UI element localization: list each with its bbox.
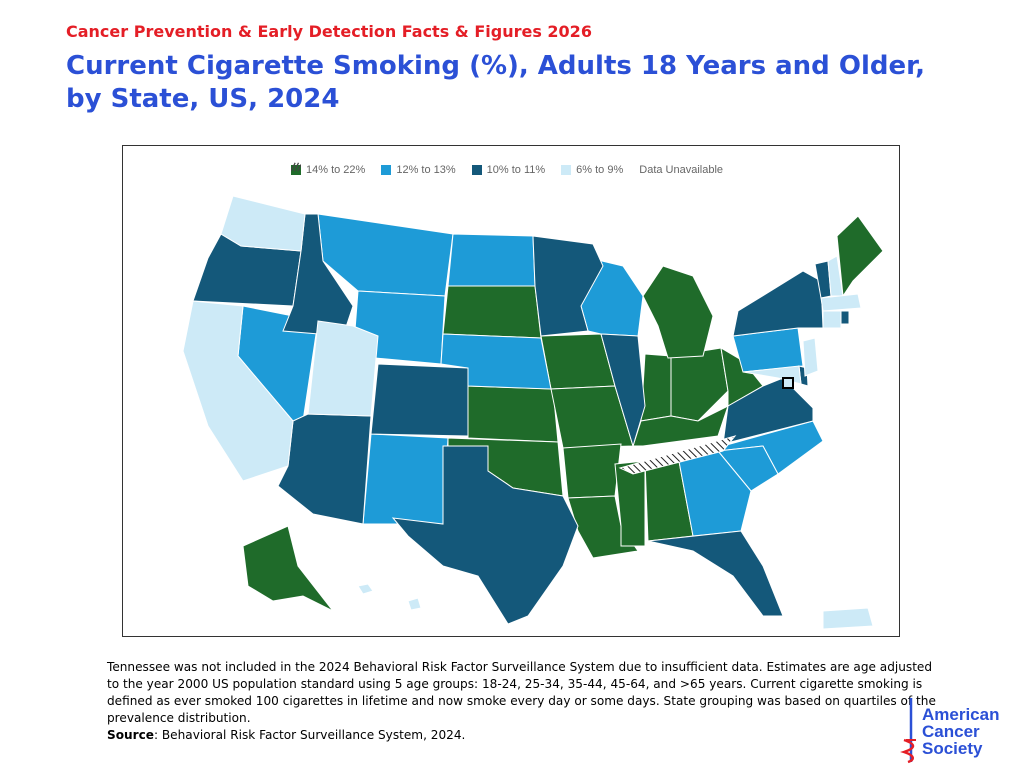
legend-item: 6% to 9% bbox=[561, 164, 623, 176]
chart-title: Current Cigarette Smoking (%), Adults 18… bbox=[66, 51, 925, 114]
logo-line-1: American bbox=[922, 705, 1000, 724]
legend-swatch bbox=[381, 165, 392, 175]
logo-line-2: Cancer bbox=[922, 722, 980, 741]
state-texas bbox=[391, 445, 579, 625]
state-south-dakota bbox=[442, 285, 542, 339]
acs-wordmark: American Cancer Society bbox=[922, 706, 999, 757]
state-rhode-island bbox=[840, 310, 850, 325]
hatched-swatch-icon bbox=[291, 162, 301, 172]
state-puerto-rico bbox=[822, 607, 874, 630]
us-state-map bbox=[182, 195, 884, 630]
states-layer bbox=[182, 195, 884, 630]
legend-item: 14% to 22% bbox=[291, 164, 365, 176]
map-legend: 14% to 22% 12% to 13% 10% to 11% 6% to 9… bbox=[291, 162, 723, 178]
state-alaska bbox=[242, 525, 334, 612]
state-massachusetts bbox=[820, 293, 862, 312]
state-mississippi bbox=[614, 460, 646, 547]
state-kansas bbox=[467, 385, 559, 443]
source-text: : Behavioral Risk Factor Surveillance Sy… bbox=[153, 728, 466, 742]
state-washington bbox=[220, 195, 306, 252]
legend-item: 10% to 11% bbox=[471, 164, 546, 176]
state-minnesota bbox=[532, 235, 604, 337]
report-kicker: Cancer Prevention & Early Detection Fact… bbox=[66, 22, 592, 41]
state-hawaii bbox=[357, 583, 422, 611]
state-illinois bbox=[600, 333, 646, 448]
footnote-text: Tennessee was not included in the 2024 B… bbox=[107, 660, 936, 725]
sword-icon bbox=[900, 698, 916, 764]
legend-item: Data Unavailable bbox=[291, 162, 724, 176]
state-colorado bbox=[370, 363, 469, 437]
legend-label: 6% to 9% bbox=[576, 164, 624, 176]
legend-item: 12% to 13% bbox=[381, 164, 456, 176]
state-florida bbox=[647, 530, 784, 617]
state-new-york bbox=[732, 270, 824, 337]
state-connecticut bbox=[822, 310, 842, 329]
footnote: Tennessee was not included in the 2024 B… bbox=[107, 659, 937, 744]
state-new-mexico bbox=[362, 433, 449, 525]
state-kentucky bbox=[632, 405, 729, 447]
state-arkansas bbox=[562, 443, 622, 499]
state-michigan bbox=[642, 265, 714, 359]
state-ohio bbox=[670, 347, 729, 422]
legend-swatch bbox=[561, 165, 572, 175]
acs-logo: American Cancer Society bbox=[898, 696, 1020, 766]
state-maine bbox=[836, 215, 884, 298]
state-indiana bbox=[640, 353, 672, 422]
state-utah bbox=[307, 320, 379, 417]
legend-label: 12% to 13% bbox=[396, 164, 456, 176]
logo-line-3: Society bbox=[922, 739, 983, 758]
state-california bbox=[182, 300, 294, 482]
state-new-jersey bbox=[802, 337, 819, 377]
legend-label: Data Unavailable bbox=[639, 164, 724, 176]
state-tennessee bbox=[618, 435, 737, 475]
dc-marker bbox=[782, 377, 794, 389]
legend-swatch bbox=[471, 165, 482, 175]
legend-label: 14% to 22% bbox=[306, 164, 366, 176]
source-label: Source bbox=[107, 728, 154, 742]
legend-swatch bbox=[291, 165, 301, 175]
state-north-dakota bbox=[447, 233, 536, 287]
legend-label: 10% to 11% bbox=[486, 164, 546, 176]
map-frame: 14% to 22% 12% to 13% 10% to 11% 6% to 9… bbox=[122, 145, 900, 637]
